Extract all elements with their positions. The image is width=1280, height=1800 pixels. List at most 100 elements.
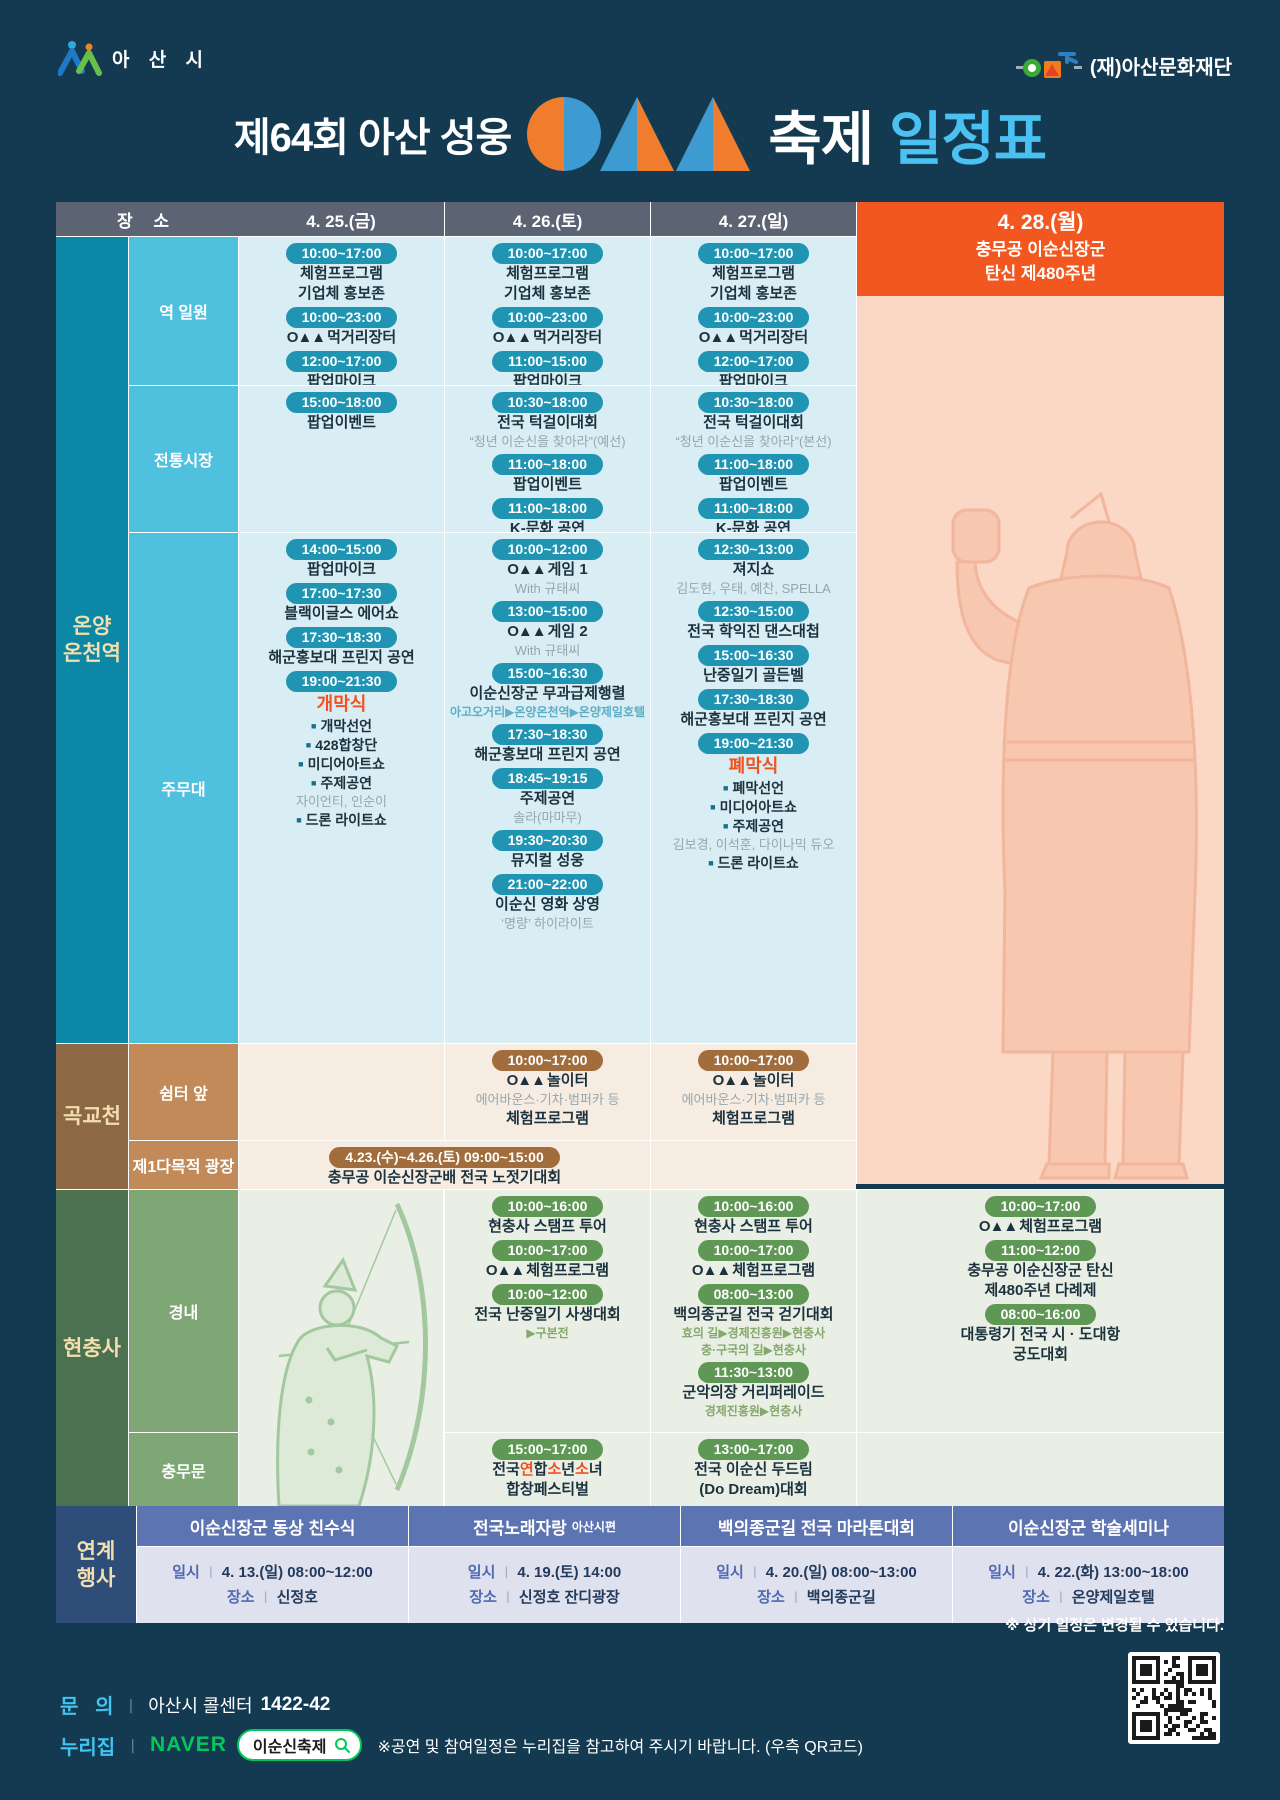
linked-event-details: 일시 ㅣ 4. 20.(일) 08:00~13:00 장소 ㅣ 백의종군길 — [681, 1546, 952, 1623]
detail-label: 일시 — [716, 1564, 744, 1581]
title-char: 전국 — [492, 1461, 520, 1478]
detail-value: 4. 19.(토) 14:00 — [517, 1564, 622, 1581]
linked-label-line: 행사 — [76, 1566, 116, 1590]
inquiry-line: 문 의 ㅣ 아산시 콜센터 1422-42 — [60, 1690, 863, 1719]
event-title: 해군홍보대 프린지 공연 — [474, 746, 621, 763]
event-title: 이순신장군 무과급제행렬 — [469, 685, 626, 702]
title-festival: 축제 — [768, 107, 874, 172]
naver-search-pill[interactable]: 이순신축제 — [236, 1729, 362, 1761]
time-pill: 10:00~17:00 — [697, 1240, 810, 1261]
oaa-logo-text: O▲▲ — [978, 1218, 1018, 1235]
event-title: 충무공 이순신장군배 전국 노젓기대회 — [327, 1169, 562, 1186]
event-route: 효의 길▶경제진흥원▶현충사 — [681, 1326, 826, 1340]
event-title: O▲▲ 게임 2 — [507, 623, 588, 640]
oaa-logo-text: O▲▲ — [492, 329, 532, 346]
event-time-row: 17:00~17:30 — [285, 580, 398, 604]
event-title: 이순신 영화 상영 — [495, 896, 600, 913]
event-title: O▲▲ 체험프로그램 — [978, 1218, 1103, 1235]
detail-label: 장소 — [757, 1589, 785, 1606]
oaa-logo-text: O▲▲ — [507, 561, 546, 578]
ceremony-title: 폐막식 — [728, 756, 779, 776]
event-bullet: ■ 개막선언 — [311, 718, 372, 734]
place-cell: 쉼터 앞 — [128, 1044, 238, 1140]
linked-event-details: 일시 ㅣ 4. 22.(화) 13:00~18:00 장소 ㅣ 온양제일호텔 — [953, 1546, 1224, 1623]
schedule-cell: 14:00~15:00 팝업마이크 17:00~17:30 블랙이글스 에어쇼 17:3… — [238, 533, 444, 1043]
poster-title: 제64회 아산 성웅 축제 일정표 — [0, 92, 1280, 176]
event-time-row: 19:00~21:30 — [285, 668, 398, 692]
event-title: 백의종군길 전국 걷기대회 — [673, 1306, 834, 1323]
event-bullet: ■ 미디어아트쇼 — [298, 756, 385, 772]
table-sections: 온양 온천역 역 일원 10:00~17:00 체험프로그램 기업체 홍보존 10:00~2… — [56, 236, 1224, 1507]
event-time-row: 10:00~23:00 — [285, 304, 398, 328]
event-time-row: 11:00~15:00 — [491, 348, 604, 372]
event-title: O▲▲ 놀이터 — [506, 1072, 589, 1089]
time-pill: 19:00~21:30 — [285, 671, 398, 692]
special-day-column: 4. 28.(월) 충무공 이순신장군 탄신 제480주년 — [856, 202, 1224, 1184]
linked-event-title-text: 이순신장군 동상 친수식 — [189, 1518, 356, 1538]
website-note: ※공연 및 참여일정은 누리집을 참고하여 주시기 바랍니다. (우측 QR코드… — [377, 1739, 864, 1756]
event-time-row: 14:00~15:00 — [285, 536, 398, 560]
schedule-cell: 10:00~17:00 체험프로그램 기업체 홍보존 10:00~23:00 O▲▲ 먹거… — [238, 237, 444, 385]
bullet-square-icon: ■ — [311, 721, 317, 731]
event-time-row: 10:00~23:00 — [491, 304, 604, 328]
event-route: 충·구국의 길▶현충사 — [701, 1343, 806, 1357]
event-time-row: 08:00~16:00 — [984, 1301, 1097, 1325]
event-title: 주제공연 — [519, 790, 576, 807]
event-sub: 솔라(마마무) — [513, 810, 582, 825]
schedule-cell: 13:00~17:00 전국 이순신 두드림 (Do Dream)대회 — [650, 1433, 856, 1507]
naver-logo-text: NAVER — [149, 1733, 227, 1756]
event-sub: “청년 이순신을 찾아라”(본선) — [675, 434, 832, 449]
schedule-cell: 10:00~17:00 체험프로그램 기업체 홍보존 10:00~23:00 O▲▲ 먹거… — [650, 237, 856, 385]
event-time-row: 15:00~17:00 — [491, 1436, 604, 1460]
section-hcs: 현충사 경내 10:00~16:00 현충사 스탬프 투어 10:00~17:00 O▲▲… — [56, 1189, 1224, 1507]
time-pill: 18:45~19:15 — [491, 768, 604, 789]
time-pill: 10:00~17:00 — [984, 1196, 1097, 1217]
event-time-row: 10:00~17:00 — [491, 1237, 604, 1261]
event-time-row: 15:00~16:30 — [491, 660, 604, 684]
linked-event-details: 일시 ㅣ 4. 13.(일) 08:00~12:00 장소 ㅣ 신정호 — [137, 1546, 408, 1623]
linked-event-title: 전국노래자랑 아산시편 — [409, 1506, 680, 1546]
linked-label-line: 연계 — [76, 1539, 116, 1563]
event-bullet: ■ 미디어아트쇼 — [710, 799, 797, 815]
schedule-cell: 4.23.(수)~4.26.(토) 09:00~15:00 충무공 이순신장군배 … — [238, 1141, 650, 1189]
event-title: K-문화 공연 — [715, 520, 792, 532]
oaa-logo-text: O▲▲ — [691, 1262, 731, 1279]
schedule-row: 쉼터 앞 10:00~17:00 O▲▲ 놀이터 에어바운스·기차·범퍼카 등 체험프로그… — [128, 1044, 856, 1140]
schedule-table: 장 소 4. 25.(금) 4. 26.(토) 4. 27.(일) 온양 온천역 역 일… — [56, 202, 1224, 1507]
time-pill: 15:00~17:00 — [491, 1439, 604, 1460]
title-char: 녀 — [588, 1461, 603, 1478]
event-title: 팝업마이크 — [718, 373, 788, 385]
bullet-square-icon: ■ — [708, 858, 714, 868]
event-bullet: ■ 드론 라이트쇼 — [708, 855, 799, 871]
foundation-logo-icon — [1015, 52, 1082, 78]
event-sub: 에어바운스·기차·범퍼카 등 — [475, 1092, 620, 1107]
event-time-row: 11:00~18:00 — [491, 495, 604, 519]
event-bullet: ■ 주제공연 — [311, 775, 372, 791]
time-pill: 13:00~17:00 — [697, 1439, 810, 1460]
schedule-row: 제1다목적 광장 4.23.(수)~4.26.(토) 09:00~15:00 충무공… — [128, 1140, 856, 1189]
time-pill: 11:00~18:00 — [697, 498, 810, 519]
place-cell: 충무문 — [128, 1433, 238, 1507]
group-label-line: 현충사 — [63, 1337, 121, 1360]
separator: ㅣ — [123, 1698, 139, 1716]
oaa-festival-mark-icon — [527, 97, 751, 171]
time-pill: 10:00~12:00 — [491, 539, 604, 560]
search-icon — [334, 1738, 350, 1753]
event-place: 장소 ㅣ 온양제일호텔 — [1022, 1585, 1154, 1610]
event-title: O▲▲ 먹거리장터 — [286, 329, 397, 346]
time-pill: 11:00~12:00 — [984, 1240, 1097, 1261]
event-title: 전국 턱걸이대회 — [497, 414, 598, 431]
separator: ㅣ — [789, 1590, 802, 1605]
qr-code — [1128, 1652, 1220, 1744]
schedule-row: 경내 10:00~16:00 현충사 스탬프 투어 10:00~17:00 O▲▲ 체험프… — [128, 1190, 1224, 1432]
schedule-cell: 10:30~18:00 전국 턱걸이대회 “청년 이순신을 찾아라”(본선) 11:0… — [650, 386, 856, 532]
place-cell: 주무대 — [128, 533, 238, 1043]
event-bullet: ■ 폐막선언 — [723, 780, 784, 796]
schedule-cell — [650, 1141, 856, 1189]
event-sub: With 규태씨 — [514, 581, 581, 596]
time-pill: 12:30~15:00 — [697, 601, 810, 622]
title-char: 합 — [533, 1461, 548, 1478]
